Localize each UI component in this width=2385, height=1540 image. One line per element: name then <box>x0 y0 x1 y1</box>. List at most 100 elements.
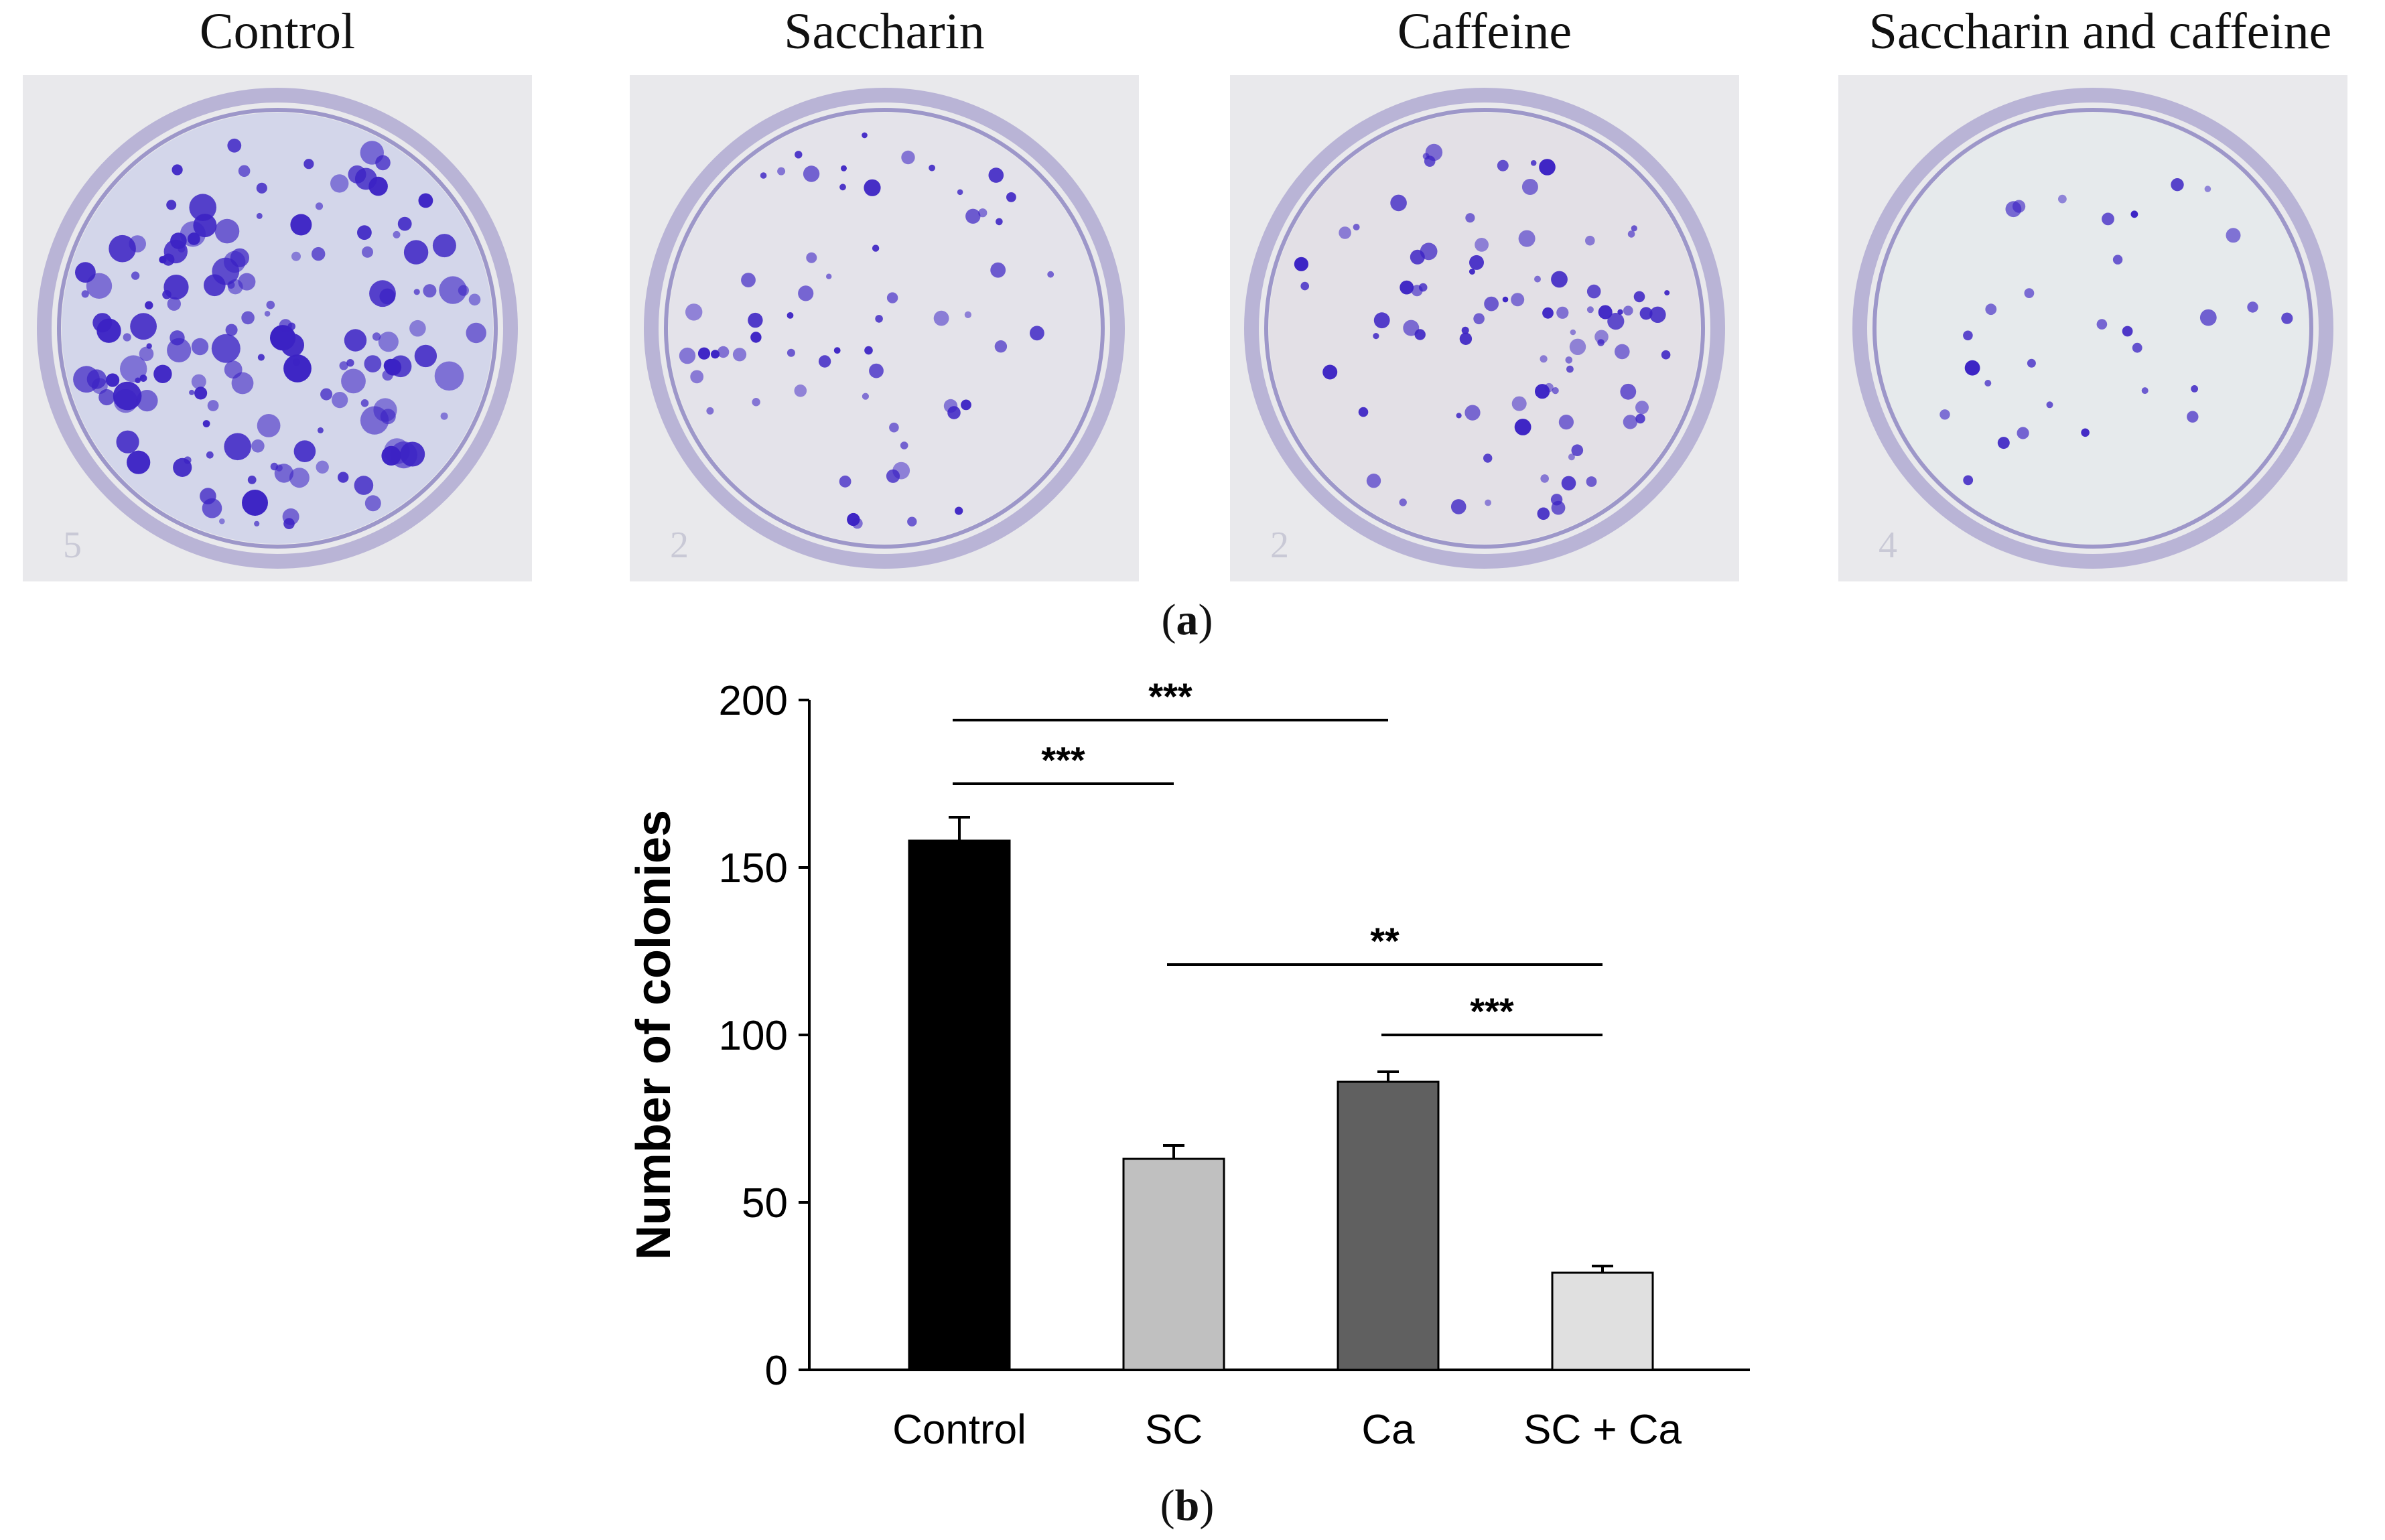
plate-outer-rim <box>644 88 1125 569</box>
colony <box>159 256 167 264</box>
colony-group <box>679 132 1054 529</box>
panel-label-b: (b) <box>1160 1481 1215 1530</box>
colony <box>1542 307 1554 319</box>
colony <box>794 384 807 397</box>
colony <box>180 221 206 247</box>
plate-outer-rim <box>1852 88 2333 569</box>
plate-image-caffeine: 2 <box>1230 75 1739 581</box>
colony <box>826 273 832 279</box>
well-number: 2 <box>1270 524 1289 566</box>
colony <box>109 234 136 263</box>
colony <box>839 475 851 488</box>
colony <box>289 468 310 488</box>
colony <box>2204 186 2211 192</box>
colony <box>748 312 763 328</box>
colony <box>364 495 381 512</box>
colony <box>290 214 312 236</box>
colony <box>1594 330 1609 344</box>
colony <box>869 363 884 378</box>
colony <box>317 427 324 433</box>
well-number: 5 <box>63 524 82 566</box>
colony <box>291 251 301 261</box>
colony <box>375 155 391 171</box>
colony <box>787 348 795 357</box>
colony <box>1461 326 1469 334</box>
colony <box>1339 226 1351 239</box>
colony <box>81 290 89 298</box>
colony <box>787 312 794 319</box>
well-number: 2 <box>670 524 689 566</box>
colony-group <box>73 138 486 529</box>
colony <box>242 490 268 516</box>
colony <box>1511 293 1525 307</box>
colony <box>344 329 367 352</box>
colony <box>393 230 401 238</box>
colony <box>1511 396 1527 411</box>
colony <box>679 347 696 364</box>
plate-inner-rim <box>57 108 498 549</box>
colony <box>2102 212 2114 226</box>
colony <box>1997 437 2010 449</box>
colony <box>212 257 240 285</box>
colony <box>1534 275 1541 283</box>
colony <box>760 172 767 179</box>
colony <box>1664 290 1670 296</box>
colony <box>1390 194 1407 212</box>
colony <box>864 346 873 355</box>
colony <box>92 378 108 395</box>
colony <box>1422 153 1430 160</box>
colony <box>153 364 172 383</box>
colony <box>423 284 437 298</box>
colony <box>75 262 96 283</box>
panel-label-a: (a) <box>1161 596 1213 644</box>
colony <box>135 377 141 384</box>
colony <box>690 370 704 384</box>
colony <box>964 311 971 318</box>
colony <box>1521 179 1538 195</box>
colony <box>1561 476 1576 491</box>
colony <box>191 338 209 356</box>
colony <box>2226 228 2241 243</box>
colony <box>106 373 120 387</box>
colony <box>1649 306 1666 323</box>
colony <box>256 182 267 194</box>
significance-label: *** <box>1470 990 1514 1032</box>
colony <box>163 275 189 300</box>
plate-title-saccharin-and-caffeine: Saccharin and caffeine <box>1868 3 2332 60</box>
colony <box>2058 194 2067 204</box>
colony <box>1358 407 1369 417</box>
significance-label: *** <box>1041 739 1085 781</box>
well-number: 4 <box>1879 524 1897 566</box>
colony <box>1514 419 1531 435</box>
colony <box>316 460 329 474</box>
colony <box>2013 200 2026 213</box>
colony <box>892 462 910 480</box>
colony <box>1617 309 1623 315</box>
colony <box>1465 213 1475 223</box>
colony <box>955 506 963 515</box>
colony <box>2130 210 2138 218</box>
y-tick-label: 100 <box>719 1013 788 1059</box>
colony <box>818 355 831 368</box>
colony <box>2096 319 2108 330</box>
colony <box>943 399 958 413</box>
colony <box>933 310 949 326</box>
bar-control <box>908 839 1011 1371</box>
colony <box>257 414 281 437</box>
colony <box>1399 498 1407 506</box>
colony <box>1661 350 1671 360</box>
colony <box>1366 474 1381 488</box>
colony <box>752 398 760 407</box>
colony <box>2027 358 2036 368</box>
colony <box>1459 332 1473 345</box>
colony <box>120 355 147 382</box>
colony <box>990 262 1006 278</box>
colony <box>354 476 374 495</box>
colony <box>219 518 225 524</box>
colony <box>231 372 254 395</box>
colony <box>403 240 429 265</box>
colony <box>413 289 420 295</box>
colony <box>1535 384 1550 399</box>
colony <box>798 285 814 301</box>
plate-image-control: 5 <box>23 75 532 581</box>
